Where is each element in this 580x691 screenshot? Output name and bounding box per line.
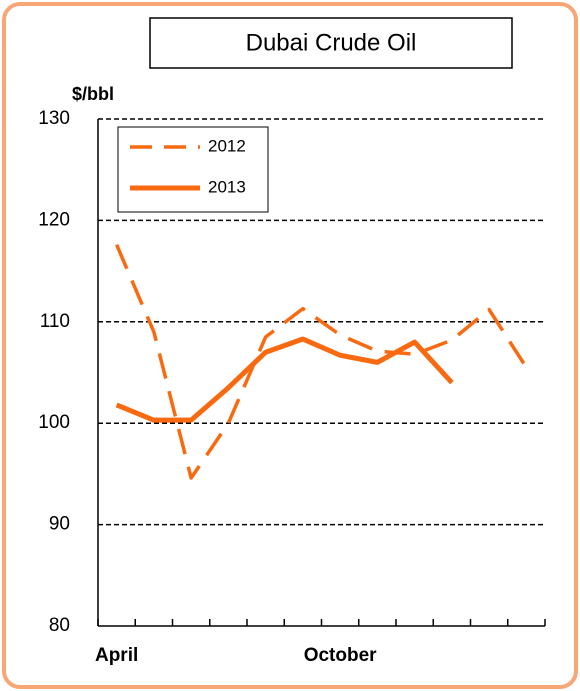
x-tick-label: April bbox=[95, 645, 138, 666]
x-tick-label: October bbox=[304, 645, 377, 666]
y-tick-label: 130 bbox=[38, 108, 70, 129]
y-axis-label: $/bbl bbox=[72, 84, 114, 104]
y-tick-label: 120 bbox=[38, 209, 70, 230]
series-line bbox=[115, 336, 454, 423]
y-tick-label: 90 bbox=[49, 514, 70, 535]
legend-label: 2013 bbox=[208, 177, 246, 196]
chart-title: Dubai Crude Oil bbox=[246, 29, 417, 56]
title-box bbox=[149, 17, 513, 69]
legend-box bbox=[117, 126, 269, 213]
legend-label: 2012 bbox=[208, 136, 246, 155]
y-tick-label: 80 bbox=[49, 615, 70, 636]
y-tick-label: 100 bbox=[38, 412, 70, 433]
series-line bbox=[115, 244, 528, 480]
y-tick-label: 110 bbox=[40, 311, 70, 332]
